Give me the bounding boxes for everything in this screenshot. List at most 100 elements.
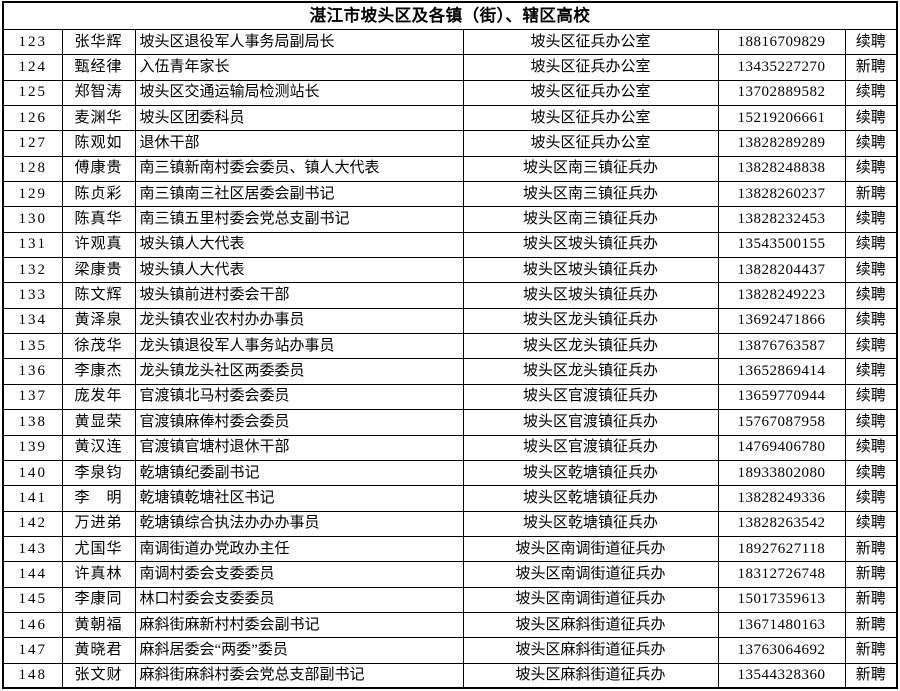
cell-office: 坡头区南调街道征兵办 <box>462 561 719 588</box>
cell-position-title: 坡头区交通运输局检测站长 <box>134 79 464 107</box>
table-row: 130 陈真华 南三镇五里村委会党总支副书记 坡头区南三镇征兵办 1382823… <box>2 206 898 233</box>
cell-person-name: 万进弟 <box>61 510 136 537</box>
cell-hire-status: 续聘 <box>844 409 898 436</box>
cell-office: 坡头区坡头镇征兵办 <box>462 282 719 309</box>
cell-office: 坡头区乾塘镇征兵办 <box>462 485 719 512</box>
cell-office: 坡头区麻斜街道征兵办 <box>462 662 719 689</box>
cell-person-name: 李 明 <box>61 485 136 512</box>
cell-hire-status: 新聘 <box>844 535 898 563</box>
table-row: 126 麦渊华 坡头区团委科员 坡头区征兵办公室 15219206661 续聘 <box>2 105 898 132</box>
cell-row-number: 148 <box>2 662 63 689</box>
table-row: 136 李康杰 龙头镇龙头社区两委委员 坡头区龙头镇征兵办 1365286941… <box>2 358 898 385</box>
table-row: 147 黄晓君 麻斜居委会“两委”委员 坡头区麻斜街道征兵办 137630646… <box>2 637 898 664</box>
table-row: 138 黄显荣 官渡镇麻俸村委会委员 坡头区官渡镇征兵办 15767087958… <box>2 409 898 436</box>
cell-phone-number: 13828232453 <box>717 206 846 233</box>
cell-position-title: 麻斜居委会“两委”委员 <box>134 637 464 664</box>
cell-phone-number: 13828263542 <box>717 510 846 537</box>
cell-position-title: 官渡镇官塘村退休干部 <box>134 434 464 461</box>
cell-row-number: 140 <box>2 459 63 487</box>
cell-office: 坡头区南调街道征兵办 <box>462 586 719 613</box>
table-row: 131 许观真 坡头镇人大代表 坡头区坡头镇征兵办 13543500155 续聘 <box>2 231 898 259</box>
cell-hire-status: 续聘 <box>844 485 898 512</box>
cell-row-number: 147 <box>2 637 63 664</box>
table-row: 141 李 明 乾塘镇乾塘社区书记 坡头区乾塘镇征兵办 13828249336 … <box>2 485 898 512</box>
cell-phone-number: 13702889582 <box>717 79 846 107</box>
cell-person-name: 黄晓君 <box>61 637 136 664</box>
title-row: 湛江市坡头区及各镇（街）、辖区高校 <box>2 1 898 30</box>
cell-phone-number: 13828289289 <box>717 130 846 157</box>
cell-person-name: 甄经律 <box>61 54 136 81</box>
cell-row-number: 126 <box>2 105 63 132</box>
table-row: 128 傅康贵 南三镇新南村委会委员、镇人大代表 坡头区南三镇征兵办 13828… <box>2 155 898 183</box>
cell-row-number: 134 <box>2 307 63 335</box>
cell-hire-status: 续聘 <box>844 434 898 461</box>
cell-position-title: 坡头区团委科员 <box>134 105 464 132</box>
cell-hire-status: 续聘 <box>844 130 898 157</box>
table-row: 135 徐茂华 龙头镇退役军人事务站办事员 坡头区龙头镇征兵办 13876763… <box>2 333 898 360</box>
cell-office: 坡头区麻斜街道征兵办 <box>462 611 719 639</box>
cell-row-number: 128 <box>2 155 63 183</box>
table-row: 132 梁康贵 坡头镇人大代表 坡头区坡头镇征兵办 13828204437 续聘 <box>2 257 898 284</box>
cell-hire-status: 续聘 <box>844 257 898 284</box>
cell-phone-number: 13828249336 <box>717 485 846 512</box>
cell-person-name: 傅康贵 <box>61 155 136 183</box>
cell-hire-status: 续聘 <box>844 155 898 183</box>
cell-row-number: 123 <box>2 28 63 56</box>
table-row: 129 陈贞彩 南三镇南三社区居委会副书记 坡头区南三镇征兵办 13828260… <box>2 181 898 208</box>
cell-phone-number: 13828249223 <box>717 282 846 309</box>
cell-person-name: 张华辉 <box>61 28 136 56</box>
cell-hire-status: 续聘 <box>844 28 898 56</box>
cell-office: 坡头区官渡镇征兵办 <box>462 409 719 436</box>
cell-hire-status: 续聘 <box>844 459 898 487</box>
table-row: 137 庞发年 官渡镇北马村委会委员 坡头区官渡镇征兵办 13659770944… <box>2 383 898 411</box>
cell-office: 坡头区南三镇征兵办 <box>462 206 719 233</box>
cell-position-title: 麻斜街麻斜村委会党总支部副书记 <box>134 662 464 689</box>
cell-person-name: 黄显荣 <box>61 409 136 436</box>
cell-office: 坡头区征兵办公室 <box>462 79 719 107</box>
cell-position-title: 龙头镇退役军人事务站办事员 <box>134 333 464 360</box>
cell-phone-number: 13828204437 <box>717 257 846 284</box>
cell-phone-number: 15017359613 <box>717 586 846 613</box>
cell-position-title: 林口村委会支委委员 <box>134 586 464 613</box>
cell-row-number: 141 <box>2 485 63 512</box>
table-row: 142 万进弟 乾塘镇综合执法办办办事员 坡头区乾塘镇征兵办 138282635… <box>2 510 898 537</box>
cell-hire-status: 续聘 <box>844 333 898 360</box>
cell-office: 坡头区麻斜街道征兵办 <box>462 637 719 664</box>
cell-phone-number: 18816709829 <box>717 28 846 56</box>
cell-person-name: 陈观如 <box>61 130 136 157</box>
cell-row-number: 136 <box>2 358 63 385</box>
cell-office: 坡头区征兵办公室 <box>462 54 719 81</box>
cell-hire-status: 续聘 <box>844 510 898 537</box>
cell-position-title: 乾塘镇乾塘社区书记 <box>134 485 464 512</box>
cell-row-number: 138 <box>2 409 63 436</box>
cell-position-title: 坡头镇前进村委会干部 <box>134 282 464 309</box>
table-row: 146 黄朝福 麻斜街麻新村村委会副书记 坡头区麻斜街道征兵办 13671480… <box>2 611 898 639</box>
table-row: 139 黄汉连 官渡镇官塘村退休干部 坡头区官渡镇征兵办 14769406780… <box>2 434 898 461</box>
cell-hire-status: 新聘 <box>844 586 898 613</box>
cell-row-number: 145 <box>2 586 63 613</box>
table-row: 134 黄泽泉 龙头镇农业农村办办事员 坡头区龙头镇征兵办 1369247186… <box>2 307 898 335</box>
cell-row-number: 144 <box>2 561 63 588</box>
cell-phone-number: 13763064692 <box>717 637 846 664</box>
page-title: 湛江市坡头区及各镇（街）、辖区高校 <box>2 1 898 30</box>
cell-row-number: 131 <box>2 231 63 259</box>
cell-position-title: 龙头镇龙头社区两委委员 <box>134 358 464 385</box>
table-row: 145 李康同 林口村委会支委委员 坡头区南调街道征兵办 15017359613… <box>2 586 898 613</box>
table-row: 123 张华辉 坡头区退役军人事务局副局长 坡头区征兵办公室 188167098… <box>2 28 898 56</box>
cell-phone-number: 13828248838 <box>717 155 846 183</box>
cell-phone-number: 15767087958 <box>717 409 846 436</box>
cell-hire-status: 续聘 <box>844 307 898 335</box>
cell-hire-status: 续聘 <box>844 231 898 259</box>
table-row: 127 陈观如 退休干部 坡头区征兵办公室 13828289289 续聘 <box>2 130 898 157</box>
cell-person-name: 麦渊华 <box>61 105 136 132</box>
cell-row-number: 133 <box>2 282 63 309</box>
cell-office: 坡头区官渡镇征兵办 <box>462 383 719 411</box>
cell-hire-status: 新聘 <box>844 181 898 208</box>
cell-person-name: 梁康贵 <box>61 257 136 284</box>
cell-position-title: 入伍青年家长 <box>134 54 464 81</box>
cell-office: 坡头区乾塘镇征兵办 <box>462 459 719 487</box>
cell-person-name: 黄汉连 <box>61 434 136 461</box>
cell-person-name: 陈真华 <box>61 206 136 233</box>
cell-hire-status: 新聘 <box>844 611 898 639</box>
